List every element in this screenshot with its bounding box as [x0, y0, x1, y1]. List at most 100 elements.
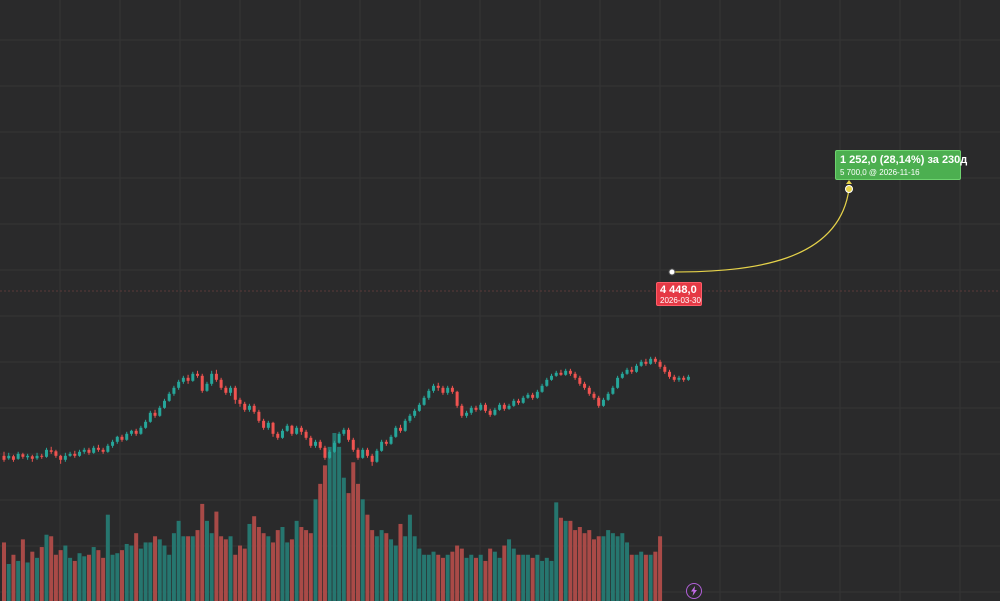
candle[interactable] — [323, 445, 327, 460]
candle[interactable] — [441, 385, 445, 395]
candle[interactable] — [54, 449, 58, 458]
candle[interactable] — [167, 391, 171, 402]
candle[interactable] — [417, 402, 421, 412]
candle[interactable] — [11, 454, 15, 462]
candle[interactable] — [238, 397, 242, 407]
candle[interactable] — [21, 452, 25, 459]
candle[interactable] — [413, 408, 417, 418]
candle[interactable] — [583, 381, 587, 390]
candle[interactable] — [271, 421, 275, 437]
candle[interactable] — [370, 453, 374, 466]
candle[interactable] — [299, 425, 303, 435]
candle[interactable] — [78, 449, 82, 457]
candle[interactable] — [309, 435, 313, 448]
candle[interactable] — [545, 377, 549, 387]
candle[interactable] — [262, 418, 266, 430]
candle[interactable] — [540, 383, 544, 393]
candle[interactable] — [446, 385, 450, 395]
candle[interactable] — [516, 398, 520, 405]
candle[interactable] — [210, 370, 214, 386]
candle[interactable] — [186, 374, 190, 384]
candle[interactable] — [158, 405, 162, 417]
candle[interactable] — [68, 451, 72, 457]
candle[interactable] — [332, 440, 336, 453]
candle[interactable] — [488, 408, 492, 417]
candle[interactable] — [564, 368, 568, 376]
candle[interactable] — [469, 405, 473, 415]
candle[interactable] — [521, 395, 525, 404]
candle[interactable] — [450, 385, 454, 394]
candle[interactable] — [153, 409, 157, 418]
candle[interactable] — [672, 374, 676, 382]
candle[interactable] — [455, 390, 459, 408]
candle[interactable] — [233, 385, 237, 404]
candle[interactable] — [663, 364, 667, 374]
candle[interactable] — [436, 382, 440, 391]
candle[interactable] — [7, 452, 11, 460]
candle[interactable] — [389, 434, 393, 445]
candle[interactable] — [247, 403, 251, 412]
candle[interactable] — [205, 381, 209, 392]
candle[interactable] — [526, 392, 530, 399]
candle[interactable] — [601, 397, 605, 407]
candle[interactable] — [318, 439, 322, 450]
candle[interactable] — [162, 398, 166, 409]
candle[interactable] — [465, 410, 469, 418]
candle[interactable] — [125, 431, 129, 441]
forecast-label[interactable]: 1 252,0 (28,14%) за 230д 5 700,0 @ 2026-… — [835, 150, 967, 180]
candle[interactable] — [82, 447, 86, 454]
candle[interactable] — [181, 375, 185, 384]
candle[interactable] — [295, 425, 299, 435]
candle[interactable] — [101, 447, 105, 454]
candle[interactable] — [73, 450, 77, 458]
candle[interactable] — [512, 398, 516, 407]
candle[interactable] — [394, 425, 398, 438]
candle[interactable] — [280, 428, 284, 439]
candle[interactable] — [531, 392, 535, 400]
candle[interactable] — [347, 427, 351, 442]
candle[interactable] — [224, 385, 228, 395]
candle[interactable] — [384, 439, 388, 446]
candle[interactable] — [59, 454, 63, 464]
candle[interactable] — [96, 444, 100, 452]
candle[interactable] — [611, 385, 615, 395]
candle[interactable] — [200, 373, 204, 393]
forecast-curve[interactable] — [671, 188, 850, 273]
candle[interactable] — [252, 403, 256, 414]
candle[interactable] — [40, 453, 44, 459]
candle[interactable] — [356, 447, 360, 460]
candle[interactable] — [351, 437, 355, 452]
lightning-bolt-icon[interactable] — [686, 583, 702, 599]
candle[interactable] — [214, 369, 218, 382]
candle[interactable] — [479, 402, 483, 411]
price-candles[interactable] — [2, 356, 690, 466]
forecast-start-point[interactable] — [668, 268, 676, 276]
candle[interactable] — [587, 385, 591, 396]
candle[interactable] — [361, 447, 365, 459]
candle[interactable] — [630, 366, 634, 374]
candle[interactable] — [144, 419, 148, 429]
candle[interactable] — [243, 401, 247, 412]
candle[interactable] — [129, 429, 133, 436]
candle[interactable] — [460, 403, 464, 418]
candle[interactable] — [644, 358, 648, 366]
candle[interactable] — [191, 371, 195, 382]
candle[interactable] — [398, 424, 402, 433]
candle[interactable] — [314, 439, 318, 448]
candle[interactable] — [342, 427, 346, 436]
candle[interactable] — [16, 451, 20, 460]
candle[interactable] — [432, 383, 436, 393]
candle[interactable] — [649, 356, 653, 365]
candle[interactable] — [658, 359, 662, 369]
candle[interactable] — [30, 454, 34, 462]
candle[interactable] — [568, 368, 572, 376]
candle[interactable] — [304, 429, 308, 440]
candle[interactable] — [502, 402, 506, 411]
candle[interactable] — [686, 374, 690, 381]
candle[interactable] — [554, 370, 558, 377]
candle[interactable] — [535, 389, 539, 399]
candle[interactable] — [196, 370, 200, 378]
candle[interactable] — [106, 443, 110, 453]
candle[interactable] — [219, 377, 223, 390]
